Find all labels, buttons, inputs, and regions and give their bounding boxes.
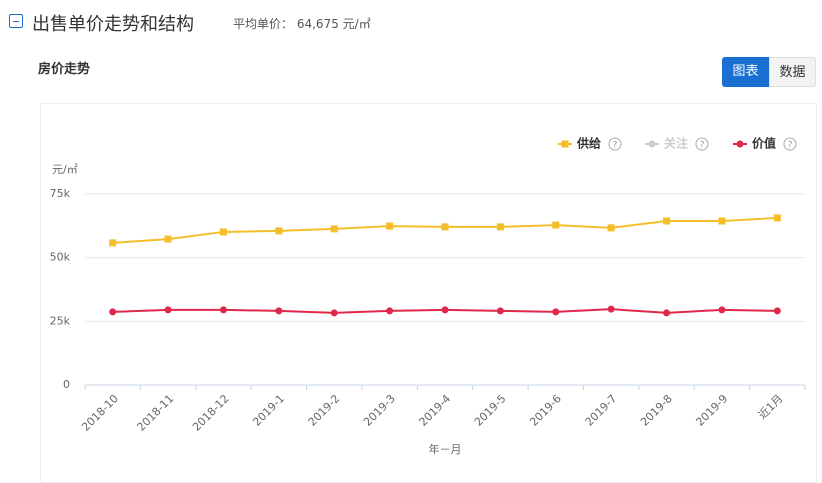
point bbox=[164, 306, 172, 314]
help-icon bbox=[695, 137, 709, 151]
x-tick-label: 2019-3 bbox=[361, 392, 398, 429]
y-tick-label: 75k bbox=[50, 187, 71, 200]
y-tick-label: 25k bbox=[50, 314, 71, 327]
help-icon-text: ? bbox=[700, 141, 705, 151]
legend-marker bbox=[561, 140, 569, 148]
legend-marker bbox=[648, 140, 656, 148]
page: 出售单价走势和结构 平均单价： 64,675 元/㎡ 房价走势 图表 数据 元/… bbox=[9, 14, 817, 483]
x-tick-label: 2018-10 bbox=[79, 392, 121, 434]
x-tick-label: 2019-2 bbox=[306, 392, 343, 429]
help-icon bbox=[608, 137, 622, 151]
series-line bbox=[112, 216, 778, 244]
x-tick-label: 2019-8 bbox=[638, 392, 675, 429]
point bbox=[386, 222, 394, 230]
point bbox=[607, 305, 615, 313]
x-tick-label: 2019-7 bbox=[583, 392, 620, 429]
point bbox=[109, 308, 117, 316]
point bbox=[275, 307, 283, 315]
x-tick-label: 2019-5 bbox=[472, 392, 509, 429]
point bbox=[552, 308, 560, 316]
point bbox=[219, 228, 227, 236]
chart-button[interactable]: 图表 bbox=[722, 57, 769, 87]
point bbox=[496, 223, 504, 231]
point bbox=[441, 306, 449, 314]
page-title: 出售单价走势和结构 bbox=[32, 14, 194, 35]
legend-label: 关注 bbox=[664, 136, 688, 151]
avg-label: 平均单价： bbox=[233, 17, 294, 31]
point bbox=[718, 217, 726, 225]
point bbox=[441, 223, 449, 231]
legend-marker bbox=[736, 140, 744, 148]
x-tick-label: 近1月 bbox=[756, 392, 786, 422]
collapse-icon[interactable] bbox=[9, 14, 23, 28]
point bbox=[275, 227, 283, 235]
section-title: 房价走势 bbox=[38, 62, 91, 77]
point bbox=[386, 307, 394, 315]
x-axis-label: 年－月 bbox=[429, 442, 462, 456]
point bbox=[718, 306, 726, 314]
legend-label: 供给 bbox=[576, 136, 601, 151]
x-tick-label: 2019-6 bbox=[527, 392, 564, 429]
avg-value: 64,675 元/㎡ bbox=[296, 17, 371, 31]
avg-price: 平均单价： 64,675 元/㎡ bbox=[233, 15, 371, 32]
chart: 元/㎡ 年－月 0 25k 50k 75k 2018-10 2018-11 2018-12 2… bbox=[50, 136, 806, 456]
point bbox=[109, 239, 117, 247]
help-icon-text: ? bbox=[613, 141, 618, 151]
x-tick-label: 2018-11 bbox=[135, 392, 177, 434]
y-tick-label: 0 bbox=[63, 378, 70, 391]
y-tick-label: 50k bbox=[50, 251, 71, 264]
point bbox=[773, 307, 781, 315]
point bbox=[219, 306, 227, 314]
point bbox=[773, 214, 781, 222]
x-tick-label: 2019-9 bbox=[693, 392, 730, 429]
data-button[interactable]: 数据 bbox=[769, 57, 816, 87]
legend-label: 价值 bbox=[752, 136, 776, 151]
y-axis-label: 元/㎡ bbox=[52, 163, 78, 176]
x-tick-label: 2019-1 bbox=[250, 392, 287, 429]
point bbox=[330, 225, 338, 233]
point bbox=[496, 307, 504, 315]
x-tick-label: 2018-12 bbox=[190, 392, 232, 434]
help-icon bbox=[783, 137, 797, 151]
point bbox=[607, 224, 615, 232]
x-tick-label: 2019-4 bbox=[416, 392, 453, 429]
point bbox=[164, 235, 172, 243]
point bbox=[663, 217, 671, 225]
point bbox=[663, 309, 671, 317]
point bbox=[330, 309, 338, 317]
point bbox=[552, 221, 560, 229]
help-icon-text: ? bbox=[788, 141, 793, 151]
